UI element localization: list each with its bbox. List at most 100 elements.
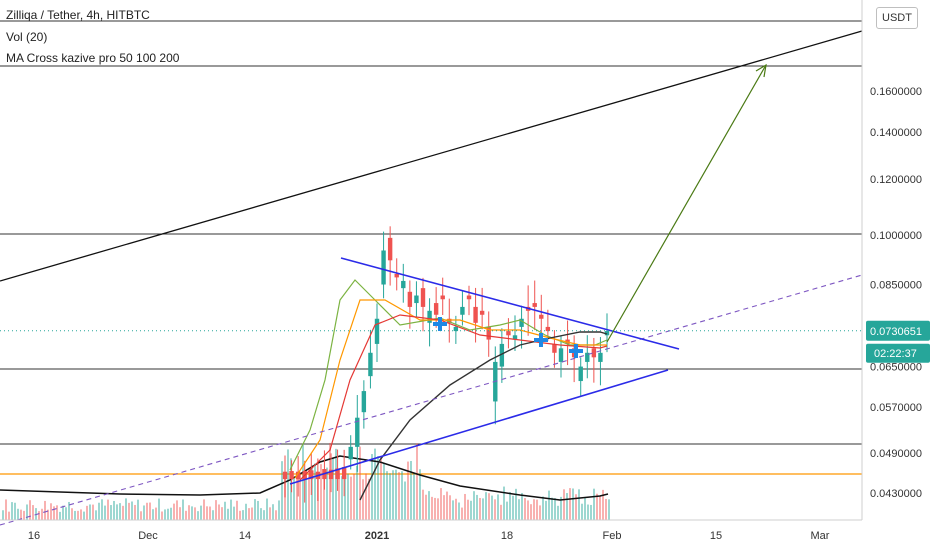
volume-bar bbox=[440, 488, 442, 520]
candle-body bbox=[341, 467, 347, 480]
volume-bar bbox=[419, 469, 421, 520]
volume-bar bbox=[488, 493, 490, 520]
candle-body bbox=[368, 352, 373, 377]
volume-bar bbox=[41, 508, 43, 520]
ma-mid-line bbox=[294, 299, 607, 479]
candle-body bbox=[289, 471, 294, 480]
dashed-trendline bbox=[0, 274, 863, 526]
volume-bar bbox=[128, 502, 130, 520]
volume-bar bbox=[479, 497, 481, 520]
time-tick-label: 14 bbox=[239, 530, 251, 542]
volume-bar bbox=[251, 507, 253, 520]
volume-bar bbox=[284, 478, 286, 520]
volume-bar bbox=[359, 446, 361, 520]
time-tick-label: 16 bbox=[28, 530, 40, 542]
volume-bar bbox=[287, 449, 289, 520]
volume-bar bbox=[38, 511, 40, 520]
volume-bar bbox=[467, 499, 469, 520]
volume-bar bbox=[23, 510, 25, 520]
volume-bar bbox=[416, 443, 418, 520]
volume-bar bbox=[311, 465, 313, 520]
volume-bar bbox=[329, 442, 331, 520]
volume-bar bbox=[62, 505, 64, 520]
time-tick-label: Dec bbox=[138, 530, 158, 542]
volume-bar bbox=[476, 494, 478, 520]
volume-bar bbox=[131, 501, 133, 520]
projection-arrow-line bbox=[606, 64, 767, 343]
price-tick-label: 0.0570000 bbox=[870, 402, 922, 414]
volume-bar bbox=[56, 505, 58, 520]
volume-bar bbox=[386, 471, 388, 520]
candle-body bbox=[427, 310, 432, 323]
volume-bar bbox=[272, 504, 274, 520]
volume-bar bbox=[353, 473, 355, 520]
volume-bar bbox=[170, 507, 172, 520]
volume-bar bbox=[188, 505, 190, 520]
volume-bar bbox=[194, 507, 196, 520]
volume-bar bbox=[431, 496, 433, 520]
time-tick-label: Feb bbox=[603, 530, 622, 542]
volume-bar bbox=[230, 499, 232, 520]
volume-bar bbox=[137, 499, 139, 520]
currency-button[interactable]: USDT bbox=[876, 7, 918, 29]
volume-bar bbox=[299, 473, 301, 520]
volume-bar bbox=[101, 499, 103, 520]
candle-body bbox=[387, 237, 393, 261]
volume-bar bbox=[11, 502, 13, 520]
volume-bar bbox=[365, 473, 367, 520]
price-tick-label: 0.0650000 bbox=[870, 362, 922, 374]
volume-bar bbox=[59, 511, 61, 520]
volume-bar bbox=[239, 510, 241, 520]
volume-bar bbox=[509, 492, 511, 520]
volume-bar bbox=[110, 505, 112, 520]
volume-bar bbox=[182, 499, 184, 520]
volume-bar bbox=[260, 508, 262, 520]
volume-bar bbox=[227, 508, 229, 520]
volume-bar bbox=[74, 510, 76, 520]
volume-bar bbox=[539, 505, 541, 520]
volume-bar bbox=[26, 504, 28, 520]
volume-bar bbox=[206, 506, 208, 520]
volume-bar bbox=[161, 511, 163, 520]
volume-bar bbox=[155, 507, 157, 520]
candle-body bbox=[309, 470, 314, 480]
volume-bar bbox=[164, 509, 166, 520]
projection-arrow-head bbox=[755, 63, 767, 78]
volume-bar bbox=[398, 472, 400, 520]
volume-bar bbox=[293, 477, 295, 520]
volume-bar bbox=[8, 511, 10, 520]
candle-body bbox=[539, 314, 544, 319]
volume-bar bbox=[134, 504, 136, 520]
volume-bar bbox=[395, 469, 397, 520]
volume-bar bbox=[404, 481, 406, 520]
volume-bar bbox=[443, 495, 445, 520]
candle-body bbox=[355, 417, 360, 447]
volume-bar bbox=[593, 488, 595, 520]
volume-bar bbox=[221, 507, 223, 520]
candle-body bbox=[552, 343, 557, 353]
volume-bar bbox=[14, 502, 16, 520]
volume-bar bbox=[245, 503, 247, 520]
candle-body bbox=[348, 446, 353, 460]
volume-bar bbox=[17, 508, 19, 520]
volume-bar bbox=[89, 504, 91, 520]
volume-bar bbox=[599, 496, 601, 520]
volume-bar bbox=[92, 504, 94, 520]
volume-bar bbox=[566, 493, 568, 520]
volume-bar bbox=[71, 508, 73, 520]
candle-body bbox=[486, 326, 491, 340]
volume-bar bbox=[575, 494, 577, 520]
volume-bar bbox=[572, 488, 574, 520]
volume-bar bbox=[242, 510, 244, 520]
volume-bar bbox=[296, 473, 298, 520]
volume-bar bbox=[281, 461, 283, 520]
volume-bar bbox=[113, 500, 115, 520]
volume-bar bbox=[584, 497, 586, 520]
volume-bar bbox=[122, 505, 124, 520]
volume-bar bbox=[380, 456, 382, 520]
volume-bar bbox=[32, 505, 34, 520]
candle-body bbox=[585, 352, 590, 362]
volume-bar bbox=[278, 500, 280, 520]
volume-bar bbox=[413, 473, 415, 520]
